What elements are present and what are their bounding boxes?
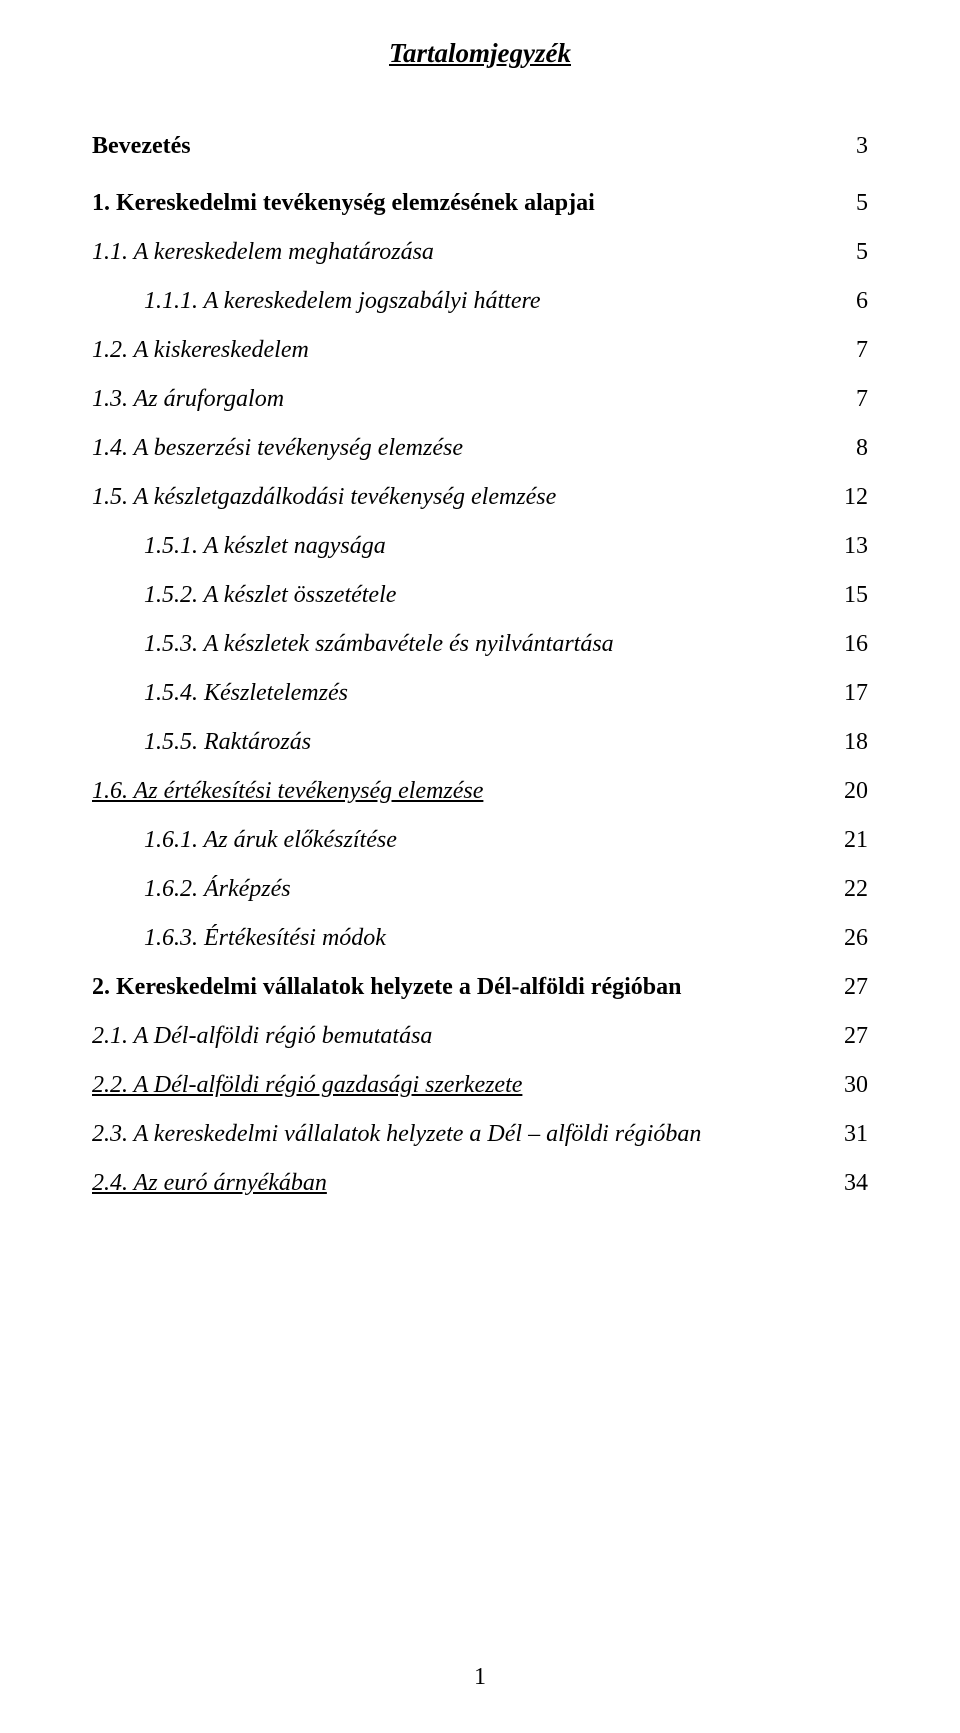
toc-row: 1.5.2. A készlet összetétele15 [92,582,868,609]
toc-entry-label: 1.5.4. Készletelemzés [144,680,816,707]
toc-entry-page: 6 [816,288,868,315]
toc-row: 1.1. A kereskedelem meghatározása5 [92,239,868,266]
toc-entry-label: 2.2. A Dél-alföldi régió gazdasági szerk… [92,1072,816,1099]
toc-entry-page: 26 [816,925,868,952]
toc-entry-page: 13 [816,533,868,560]
toc-row: 1.6.1. Az áruk előkészítése21 [92,827,868,854]
toc-entry-label: 1.3. Az áruforgalom [92,386,816,413]
toc-entry-label: 1.5.5. Raktározás [144,729,816,756]
page-title: Tartalomjegyzék [92,38,868,69]
toc-row: 1.5.1. A készlet nagysága13 [92,533,868,560]
toc-entry-label: 1.5.1. A készlet nagysága [144,533,816,560]
toc-row: Bevezetés3 [92,133,868,160]
toc-entry-page: 8 [816,435,868,462]
toc-entry-label: 1.6.1. Az áruk előkészítése [144,827,816,854]
toc-entry-page: 31 [816,1121,868,1148]
toc-row: 1.4. A beszerzési tevékenység elemzése8 [92,435,868,462]
toc-entry-page: 21 [816,827,868,854]
toc-entry-page: 27 [816,1023,868,1050]
toc-entry-label: 1.5.3. A készletek számbavétele és nyilv… [144,631,816,658]
toc-row: 1. Kereskedelmi tevékenység elemzésének … [92,190,868,217]
toc-entry-label: 2. Kereskedelmi vállalatok helyzete a Dé… [92,974,816,1001]
toc-entry-page: 15 [816,582,868,609]
toc-row: 1.5.3. A készletek számbavétele és nyilv… [92,631,868,658]
toc-entry-page: 20 [816,778,868,805]
toc-entry-page: 5 [816,190,868,217]
toc-entry-page: 34 [816,1170,868,1197]
toc-row: 1.5. A készletgazdálkodási tevékenység e… [92,484,868,511]
toc-entry-page: 5 [816,239,868,266]
toc-row: 1.2. A kiskereskedelem7 [92,337,868,364]
toc-entry-label: Bevezetés [92,133,816,160]
toc-entry-page: 27 [816,974,868,1001]
toc-row: 2. Kereskedelmi vállalatok helyzete a Dé… [92,974,868,1001]
toc-row: 2.3. A kereskedelmi vállalatok helyzete … [92,1121,868,1148]
toc-entry-label: 1.5. A készletgazdálkodási tevékenység e… [92,484,816,511]
toc-entry-label: 2.4. Az euró árnyékában [92,1170,816,1197]
toc-row: 1.1.1. A kereskedelem jogszabályi hátter… [92,288,868,315]
footer-page-number: 1 [0,1664,960,1691]
toc-entry-page: 22 [816,876,868,903]
toc-row: 2.1. A Dél-alföldi régió bemutatása27 [92,1023,868,1050]
toc-entry-label: 2.1. A Dél-alföldi régió bemutatása [92,1023,816,1050]
toc-entry-label: 1.1. A kereskedelem meghatározása [92,239,816,266]
toc-entry-label: 1.6.3. Értékesítési módok [144,925,816,952]
toc-row: 2.2. A Dél-alföldi régió gazdasági szerk… [92,1072,868,1099]
toc-entry-page: 18 [816,729,868,756]
toc-entry-page: 7 [816,337,868,364]
table-of-contents: Bevezetés3 1. Kereskedelmi tevékenység el… [92,133,868,1197]
toc-entry-page: 7 [816,386,868,413]
toc-entry-label: 1.2. A kiskereskedelem [92,337,816,364]
toc-entry-label: 1.4. A beszerzési tevékenység elemzése [92,435,816,462]
toc-entry-label: 1.6.2. Árképzés [144,876,816,903]
toc-row: 1.5.5. Raktározás18 [92,729,868,756]
toc-entry-label: 1.5.2. A készlet összetétele [144,582,816,609]
toc-entry-page: 16 [816,631,868,658]
toc-entry-label: 1.1.1. A kereskedelem jogszabályi hátter… [144,288,816,315]
toc-entry-page: 3 [816,133,868,160]
toc-entry-label: 2.3. A kereskedelmi vállalatok helyzete … [92,1121,816,1148]
toc-row: 2.4. Az euró árnyékában34 [92,1170,868,1197]
toc-row: 1.6.3. Értékesítési módok26 [92,925,868,952]
toc-row: 1.5.4. Készletelemzés17 [92,680,868,707]
toc-entry-page: 30 [816,1072,868,1099]
toc-entry-label: 1.6. Az értékesítési tevékenység elemzés… [92,778,816,805]
toc-entry-label: 1. Kereskedelmi tevékenység elemzésének … [92,190,816,217]
toc-entry-page: 12 [816,484,868,511]
toc-row: 1.6. Az értékesítési tevékenység elemzés… [92,778,868,805]
toc-row: 1.3. Az áruforgalom7 [92,386,868,413]
toc-row: 1.6.2. Árképzés22 [92,876,868,903]
toc-entry-page: 17 [816,680,868,707]
